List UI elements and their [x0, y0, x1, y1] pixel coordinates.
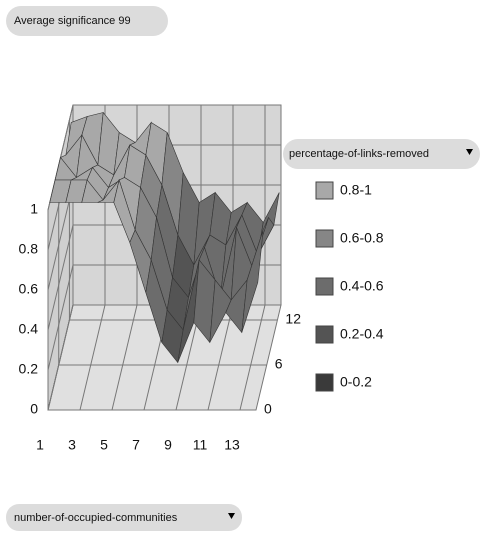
z-tick-label: 0.2 [19, 361, 39, 377]
depth-tick-label: 0 [264, 401, 272, 417]
legend-swatch [315, 325, 334, 344]
x-tick-label: 13 [224, 437, 240, 453]
z-tick-label: 0.8 [19, 241, 39, 257]
z-tick-label: 0 [30, 401, 38, 417]
filter-button[interactable] [6, 6, 168, 36]
legend-swatch [315, 373, 334, 392]
legend-swatch [315, 229, 334, 248]
legend-field-button[interactable] [283, 139, 480, 169]
legend-title: percentage-of-links-removed [289, 148, 429, 160]
grid-line [239, 304, 266, 411]
x-field-button[interactable] [6, 504, 242, 531]
depth-tick-label: 12 [285, 311, 301, 327]
x-tick-label: 3 [68, 437, 76, 453]
legend-label: 0.6-0.8 [340, 230, 384, 246]
dropdown-arrow [466, 149, 473, 155]
grid-line [207, 304, 234, 411]
legend-label: 0.4-0.6 [340, 278, 384, 294]
x-tick-label: 11 [193, 437, 208, 453]
grid-line [47, 264, 74, 371]
legend-label: 0.2-0.4 [340, 326, 384, 342]
legend-swatch [315, 181, 334, 200]
grid-line [47, 304, 74, 411]
legend-label: 0.8-1 [340, 182, 372, 198]
filter-label: Average significance 99 [14, 15, 131, 27]
x-tick-label: 1 [36, 437, 44, 453]
z-tick-label: 1 [30, 201, 38, 217]
x-field-label: number-of-occupied-communities [14, 512, 178, 524]
z-tick-label: 0.6 [19, 281, 39, 297]
grid-line [111, 304, 138, 411]
surface-patch [241, 229, 264, 333]
legend-label: 0-0.2 [340, 374, 372, 390]
x-tick-label: 7 [132, 437, 140, 453]
x-tick-label: 9 [164, 437, 172, 453]
x-tick-label: 5 [100, 437, 108, 453]
plot-area: 00.20.40.60.811 3 5 7 9 11 1306120.8-10.6-0.80… [19, 104, 384, 453]
grid-line [47, 224, 74, 331]
legend-swatch [315, 277, 334, 296]
grid-line [79, 304, 106, 411]
z-tick-label: 0.4 [19, 321, 39, 337]
dropdown-arrow [228, 513, 235, 519]
depth-tick-label: 6 [275, 356, 283, 372]
